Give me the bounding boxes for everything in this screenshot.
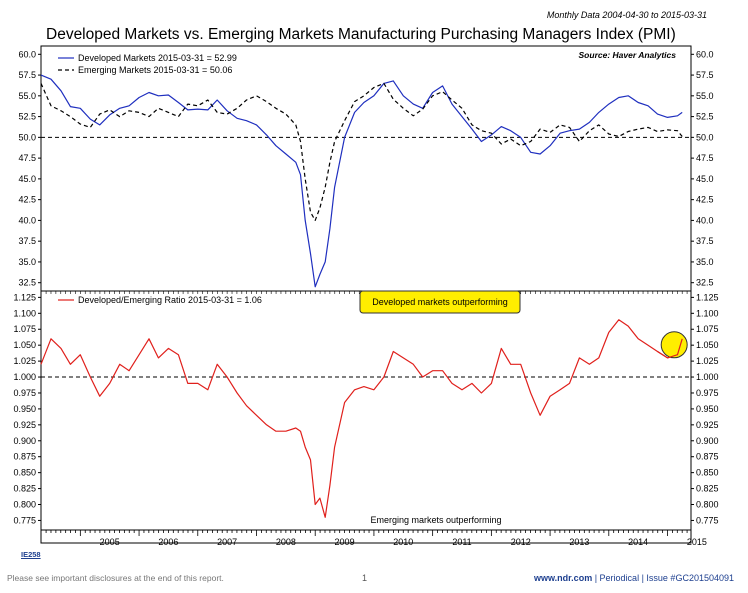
- ratio-ytick-label-left: 0.850: [13, 468, 36, 478]
- outperforming-badge-box: [359, 290, 521, 314]
- pmi-ytick-label-left: 57.5: [18, 70, 36, 80]
- ratio-ytick-label-left: 0.825: [13, 484, 36, 494]
- ratio-ytick-label-left: 0.975: [13, 388, 36, 398]
- x-year-label: 2005: [100, 537, 120, 547]
- ratio-ytick-label-left: 0.775: [13, 515, 36, 525]
- ratio-ytick-label-left: 0.900: [13, 436, 36, 446]
- pmi-y-axis: 60.0 60.0 57.5 57.5 55.0 55.0 52.5 52.5 50.0 50.0…: [18, 49, 713, 287]
- ratio-ytick-label-left: 1.125: [13, 292, 36, 302]
- pmi-ytick-label-right: 50.0: [696, 132, 714, 142]
- pmi-series: [40, 74, 683, 288]
- x-year-label: 2014: [628, 537, 648, 547]
- legend-developed-label: Developed Markets 2015-03-31 = 52.99: [78, 53, 237, 63]
- ratio-ytick-label-right: 0.850: [696, 468, 719, 478]
- pmi-ytick-label-right: 55.0: [696, 91, 714, 101]
- ratio-ytick-label-right: 1.100: [696, 308, 719, 318]
- issue-label: Issue #GC201504091: [646, 573, 734, 583]
- ratio-ytick-label-right: 1.000: [696, 372, 719, 382]
- pmi-ytick-label-left: 47.5: [18, 153, 36, 163]
- pmi-ytick-label-right: 32.5: [696, 278, 714, 288]
- pmi-ytick-label-left: 37.5: [18, 236, 36, 246]
- pmi-ytick-label-right: 42.5: [696, 195, 714, 205]
- ratio-ytick-label-right: 1.050: [696, 340, 719, 350]
- x-year-label: 2015: [687, 537, 707, 547]
- x-year-label: 2009: [335, 537, 355, 547]
- ratio-ytick-label-left: 0.800: [13, 500, 36, 510]
- series-emerging-line: [40, 82, 683, 221]
- x-year-label: 2012: [511, 537, 531, 547]
- date-range: Monthly Data 2004-04-30 to 2015-03-31: [547, 10, 707, 20]
- series-developed-line: [40, 74, 683, 288]
- pmi-ytick-label-right: 57.5: [696, 70, 714, 80]
- chart-code-link[interactable]: IE258: [21, 550, 41, 559]
- legend-ratio-label: Developed/Emerging Ratio 2015-03-31 = 1.…: [78, 295, 262, 305]
- footer-links: www.ndr.com | Periodical | Issue #GC2015…: [534, 573, 734, 583]
- ratio-ytick-label-right: 0.900: [696, 436, 719, 446]
- pmi-ytick-label-right: 47.5: [696, 153, 714, 163]
- ratio-ytick-label-right: 0.775: [696, 515, 719, 525]
- x-year-label: 2013: [569, 537, 589, 547]
- pmi-ytick-label-right: 60.0: [696, 49, 714, 59]
- x-year-label: 2011: [452, 537, 471, 547]
- ratio-ytick-label-left: 1.050: [13, 340, 36, 350]
- pmi-ytick-label-left: 55.0: [18, 91, 36, 101]
- pmi-ytick-label-right: 40.0: [696, 215, 714, 225]
- ratio-ytick-label-left: 1.100: [13, 308, 36, 318]
- source-note: Source: Haver Analytics: [579, 50, 677, 60]
- ratio-series: [40, 319, 683, 518]
- legend-emerging-label: Emerging Markets 2015-03-31 = 50.06: [78, 65, 232, 75]
- ratio-ytick-label-right: 1.075: [696, 324, 719, 334]
- emerging-outperforming-note: Emerging markets outperforming: [370, 515, 501, 525]
- plot-frame: [40, 45, 692, 544]
- x-year-label: 2007: [217, 537, 237, 547]
- ratio-ytick-label-left: 1.025: [13, 356, 36, 366]
- outperforming-badge: Developed markets outperforming: [359, 290, 521, 314]
- pmi-legend: Developed Markets 2015-03-31 = 52.99 Eme…: [58, 53, 237, 75]
- ratio-ytick-label-left: 1.075: [13, 324, 36, 334]
- ratio-ytick-label-right: 0.975: [696, 388, 719, 398]
- pmi-ytick-label-left: 60.0: [18, 49, 36, 59]
- pmi-ytick-label-right: 37.5: [696, 236, 714, 246]
- x-year-label: 2008: [276, 537, 296, 547]
- pmi-ytick-label-left: 45.0: [18, 174, 36, 184]
- page-number: 1: [362, 573, 368, 583]
- pmi-ytick-label-left: 42.5: [18, 195, 36, 205]
- pmi-ytick-label-left: 50.0: [18, 132, 36, 142]
- outperforming-badge-text: Developed markets outperforming: [372, 297, 508, 307]
- pmi-ytick-label-right: 45.0: [696, 174, 714, 184]
- pmi-ytick-label-right: 35.0: [696, 257, 714, 267]
- series-ratio-tail: [657, 338, 683, 359]
- ratio-ytick-label-right: 0.925: [696, 420, 719, 430]
- section-label: Periodical: [599, 573, 640, 583]
- ratio-ytick-label-right: 0.800: [696, 500, 719, 510]
- ratio-ytick-label-left: 0.950: [13, 404, 36, 414]
- pmi-ytick-label-left: 52.5: [18, 112, 36, 122]
- ratio-ytick-label-left: 0.875: [13, 452, 36, 462]
- ratio-ytick-label-right: 1.125: [696, 292, 719, 302]
- ratio-ytick-label-right: 0.950: [696, 404, 719, 414]
- latest-highlight: [657, 331, 688, 359]
- pmi-ytick-label-left: 40.0: [18, 215, 36, 225]
- ratio-ytick-label-left: 0.925: [13, 420, 36, 430]
- x-axis: 2005 2006 2007 2008 2009 2010 2011 2012 2013 2014…: [45, 291, 707, 547]
- pmi-ytick-label-right: 52.5: [696, 112, 714, 122]
- ratio-legend: Developed/Emerging Ratio 2015-03-31 = 1.…: [58, 295, 262, 305]
- pmi-ytick-label-left: 35.0: [18, 257, 36, 267]
- series-ratio-line: [40, 319, 683, 518]
- disclosure-note: Please see important disclosures at the …: [7, 573, 224, 583]
- ratio-ytick-label-right: 1.025: [696, 356, 719, 366]
- x-year-label: 2010: [393, 537, 413, 547]
- highlight-circle: [660, 331, 688, 359]
- pmi-ytick-label-left: 32.5: [18, 278, 36, 288]
- ratio-y-axis: 1.125 1.125 1.100 1.100 1.075 1.075 1.050 1.050…: [13, 292, 718, 525]
- ratio-ytick-label-right: 0.825: [696, 484, 719, 494]
- ratio-ytick-label-left: 1.000: [13, 372, 36, 382]
- chart-title: Developed Markets vs. Emerging Markets M…: [46, 26, 676, 43]
- ratio-ytick-label-right: 0.875: [696, 452, 719, 462]
- site-link[interactable]: www.ndr.com: [534, 573, 593, 583]
- x-year-label: 2006: [158, 537, 178, 547]
